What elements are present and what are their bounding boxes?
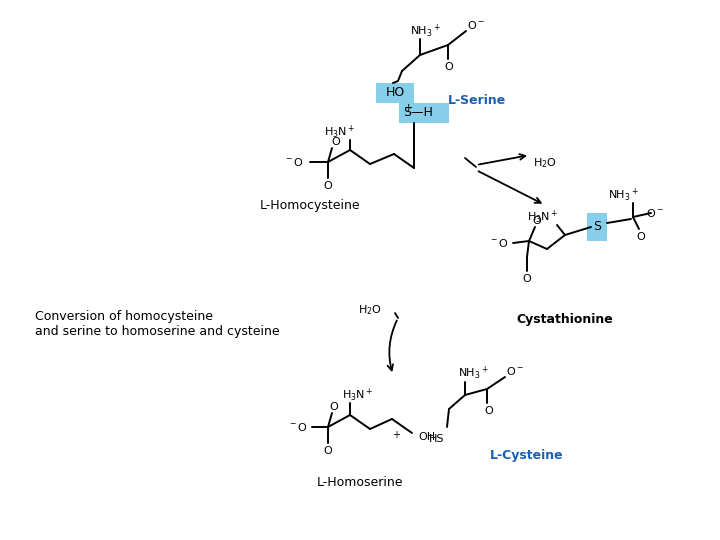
Text: NH$_3$$^+$: NH$_3$$^+$ — [457, 364, 488, 382]
Text: S—H: S—H — [403, 106, 433, 119]
Text: $^-$O: $^-$O — [284, 156, 304, 168]
Text: L-Cysteine: L-Cysteine — [490, 449, 564, 462]
Text: O: O — [323, 181, 333, 191]
Text: O: O — [330, 402, 338, 412]
Text: OH: OH — [418, 432, 435, 442]
Text: L-Serine: L-Serine — [448, 93, 506, 106]
Text: +: + — [392, 430, 400, 440]
Text: HO: HO — [385, 86, 405, 99]
Text: O: O — [533, 216, 541, 226]
Text: L-Homocysteine: L-Homocysteine — [260, 199, 360, 212]
Bar — [399, 103, 449, 123]
Text: O: O — [523, 274, 531, 284]
Text: Cystathionine: Cystathionine — [517, 314, 613, 327]
Text: O: O — [323, 446, 333, 456]
Text: H$_3$N$^+$: H$_3$N$^+$ — [527, 208, 559, 226]
Text: H$_2$O: H$_2$O — [358, 303, 382, 317]
Text: O$^-$: O$^-$ — [506, 365, 524, 377]
Text: +: + — [403, 103, 413, 113]
Text: L-Homoserine: L-Homoserine — [317, 476, 403, 489]
Text: Conversion of homocysteine
and serine to homoserine and cysteine: Conversion of homocysteine and serine to… — [35, 310, 279, 338]
Text: O$^-$: O$^-$ — [467, 19, 485, 31]
Text: S: S — [593, 220, 601, 233]
Text: O: O — [445, 62, 454, 72]
Text: O: O — [332, 137, 341, 147]
Text: O$^-$: O$^-$ — [646, 207, 664, 219]
Text: H$_3$N$^+$: H$_3$N$^+$ — [325, 124, 356, 140]
Text: NH$_3$$^+$: NH$_3$$^+$ — [410, 23, 441, 39]
Text: $^-$O: $^-$O — [489, 237, 509, 249]
Text: H$_3$N$^+$: H$_3$N$^+$ — [343, 387, 374, 403]
Text: HS: HS — [429, 434, 445, 444]
Bar — [376, 83, 414, 103]
Text: O: O — [636, 232, 645, 242]
Text: O: O — [485, 406, 493, 416]
Bar — [587, 213, 607, 241]
Text: H$_2$O: H$_2$O — [533, 156, 557, 170]
Text: NH$_3$$^+$: NH$_3$$^+$ — [608, 186, 639, 204]
Text: $^-$O: $^-$O — [288, 421, 308, 433]
